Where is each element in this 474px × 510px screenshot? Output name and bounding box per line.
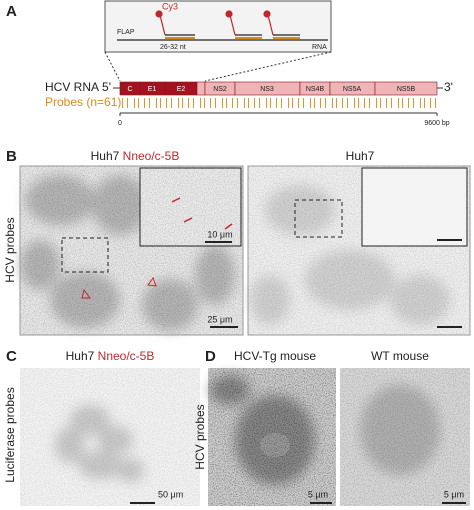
label-part: Huh7: [66, 349, 95, 363]
y-label: HCV probes: [3, 217, 17, 282]
panel-title: WT mouse: [371, 349, 429, 363]
micrograph: [19, 165, 244, 336]
panel-c: C Huh7 Nneo/c-5B Luciferase probes 50 μm: [3, 348, 200, 506]
panel-label: C: [6, 348, 17, 365]
micrograph: [247, 165, 471, 336]
panel-label: D: [205, 348, 216, 365]
region-label: C: [127, 86, 132, 93]
region-label: NS5B: [397, 86, 416, 93]
panel-b: B Huh7 Nneo/c-5B Huh7 HCV probes 10 μm 2…: [3, 148, 471, 336]
panel-title: Huh7: [346, 149, 375, 163]
three-prime: 3': [444, 80, 453, 94]
five-prime: 5': [102, 80, 111, 94]
panel-title: Huh7 Nneo/c-5B: [91, 149, 180, 163]
scale-label: 5 μm: [308, 489, 328, 499]
scale-label: 5 μm: [444, 489, 464, 499]
zoom-line: [204, 51, 332, 82]
dye-label: Cy3: [162, 1, 178, 11]
flap-label: FLAP: [117, 29, 135, 36]
region-label: E1: [148, 86, 157, 93]
panel-label: B: [6, 148, 17, 165]
probe-inset: [104, 0, 332, 53]
genome-name: HCV RNA: [45, 80, 99, 94]
panel-title: Huh7 Nneo/c-5B: [66, 349, 155, 363]
micrograph: [340, 368, 470, 506]
zoom-line: [104, 51, 121, 82]
micrograph: [208, 368, 336, 506]
genome-bar: [119, 81, 438, 96]
axis-end: 9600 bp: [424, 120, 449, 127]
panel-title: HCV-Tg mouse: [234, 349, 316, 363]
rna-label: RNA: [312, 44, 327, 51]
region-label: NS3: [260, 86, 274, 93]
micrograph: [20, 368, 200, 506]
label-part: Huh7: [91, 149, 120, 163]
region-label: NS5A: [343, 86, 362, 93]
label-part: Nneo/c-5B: [123, 149, 180, 163]
region-label: NS4B: [306, 86, 325, 93]
probes-label: Probes (n=61): [45, 95, 121, 109]
y-label: Luciferase probes: [3, 387, 17, 482]
panel-d: D HCV-Tg mouse WT mouse HCV probes 5 μm …: [193, 348, 470, 506]
scale-label: 10 μm: [207, 229, 232, 239]
panel-label: A: [6, 3, 17, 20]
region-label: NS2: [213, 86, 227, 93]
scale-label: 25 μm: [207, 314, 232, 324]
scale-label: 50 μm: [158, 489, 183, 499]
axis-start: 0: [118, 120, 122, 127]
length-label: 26-32 nt: [160, 44, 186, 51]
region-label: E2: [177, 86, 186, 93]
probe-icons: [155, 10, 300, 39]
y-label: HCV probes: [193, 404, 207, 469]
panel-a: A Cy3 FLAP 26-32 nt RNA HCV RNA 5' 3': [6, 0, 453, 127]
label-part: Nneo/c-5B: [98, 349, 155, 363]
